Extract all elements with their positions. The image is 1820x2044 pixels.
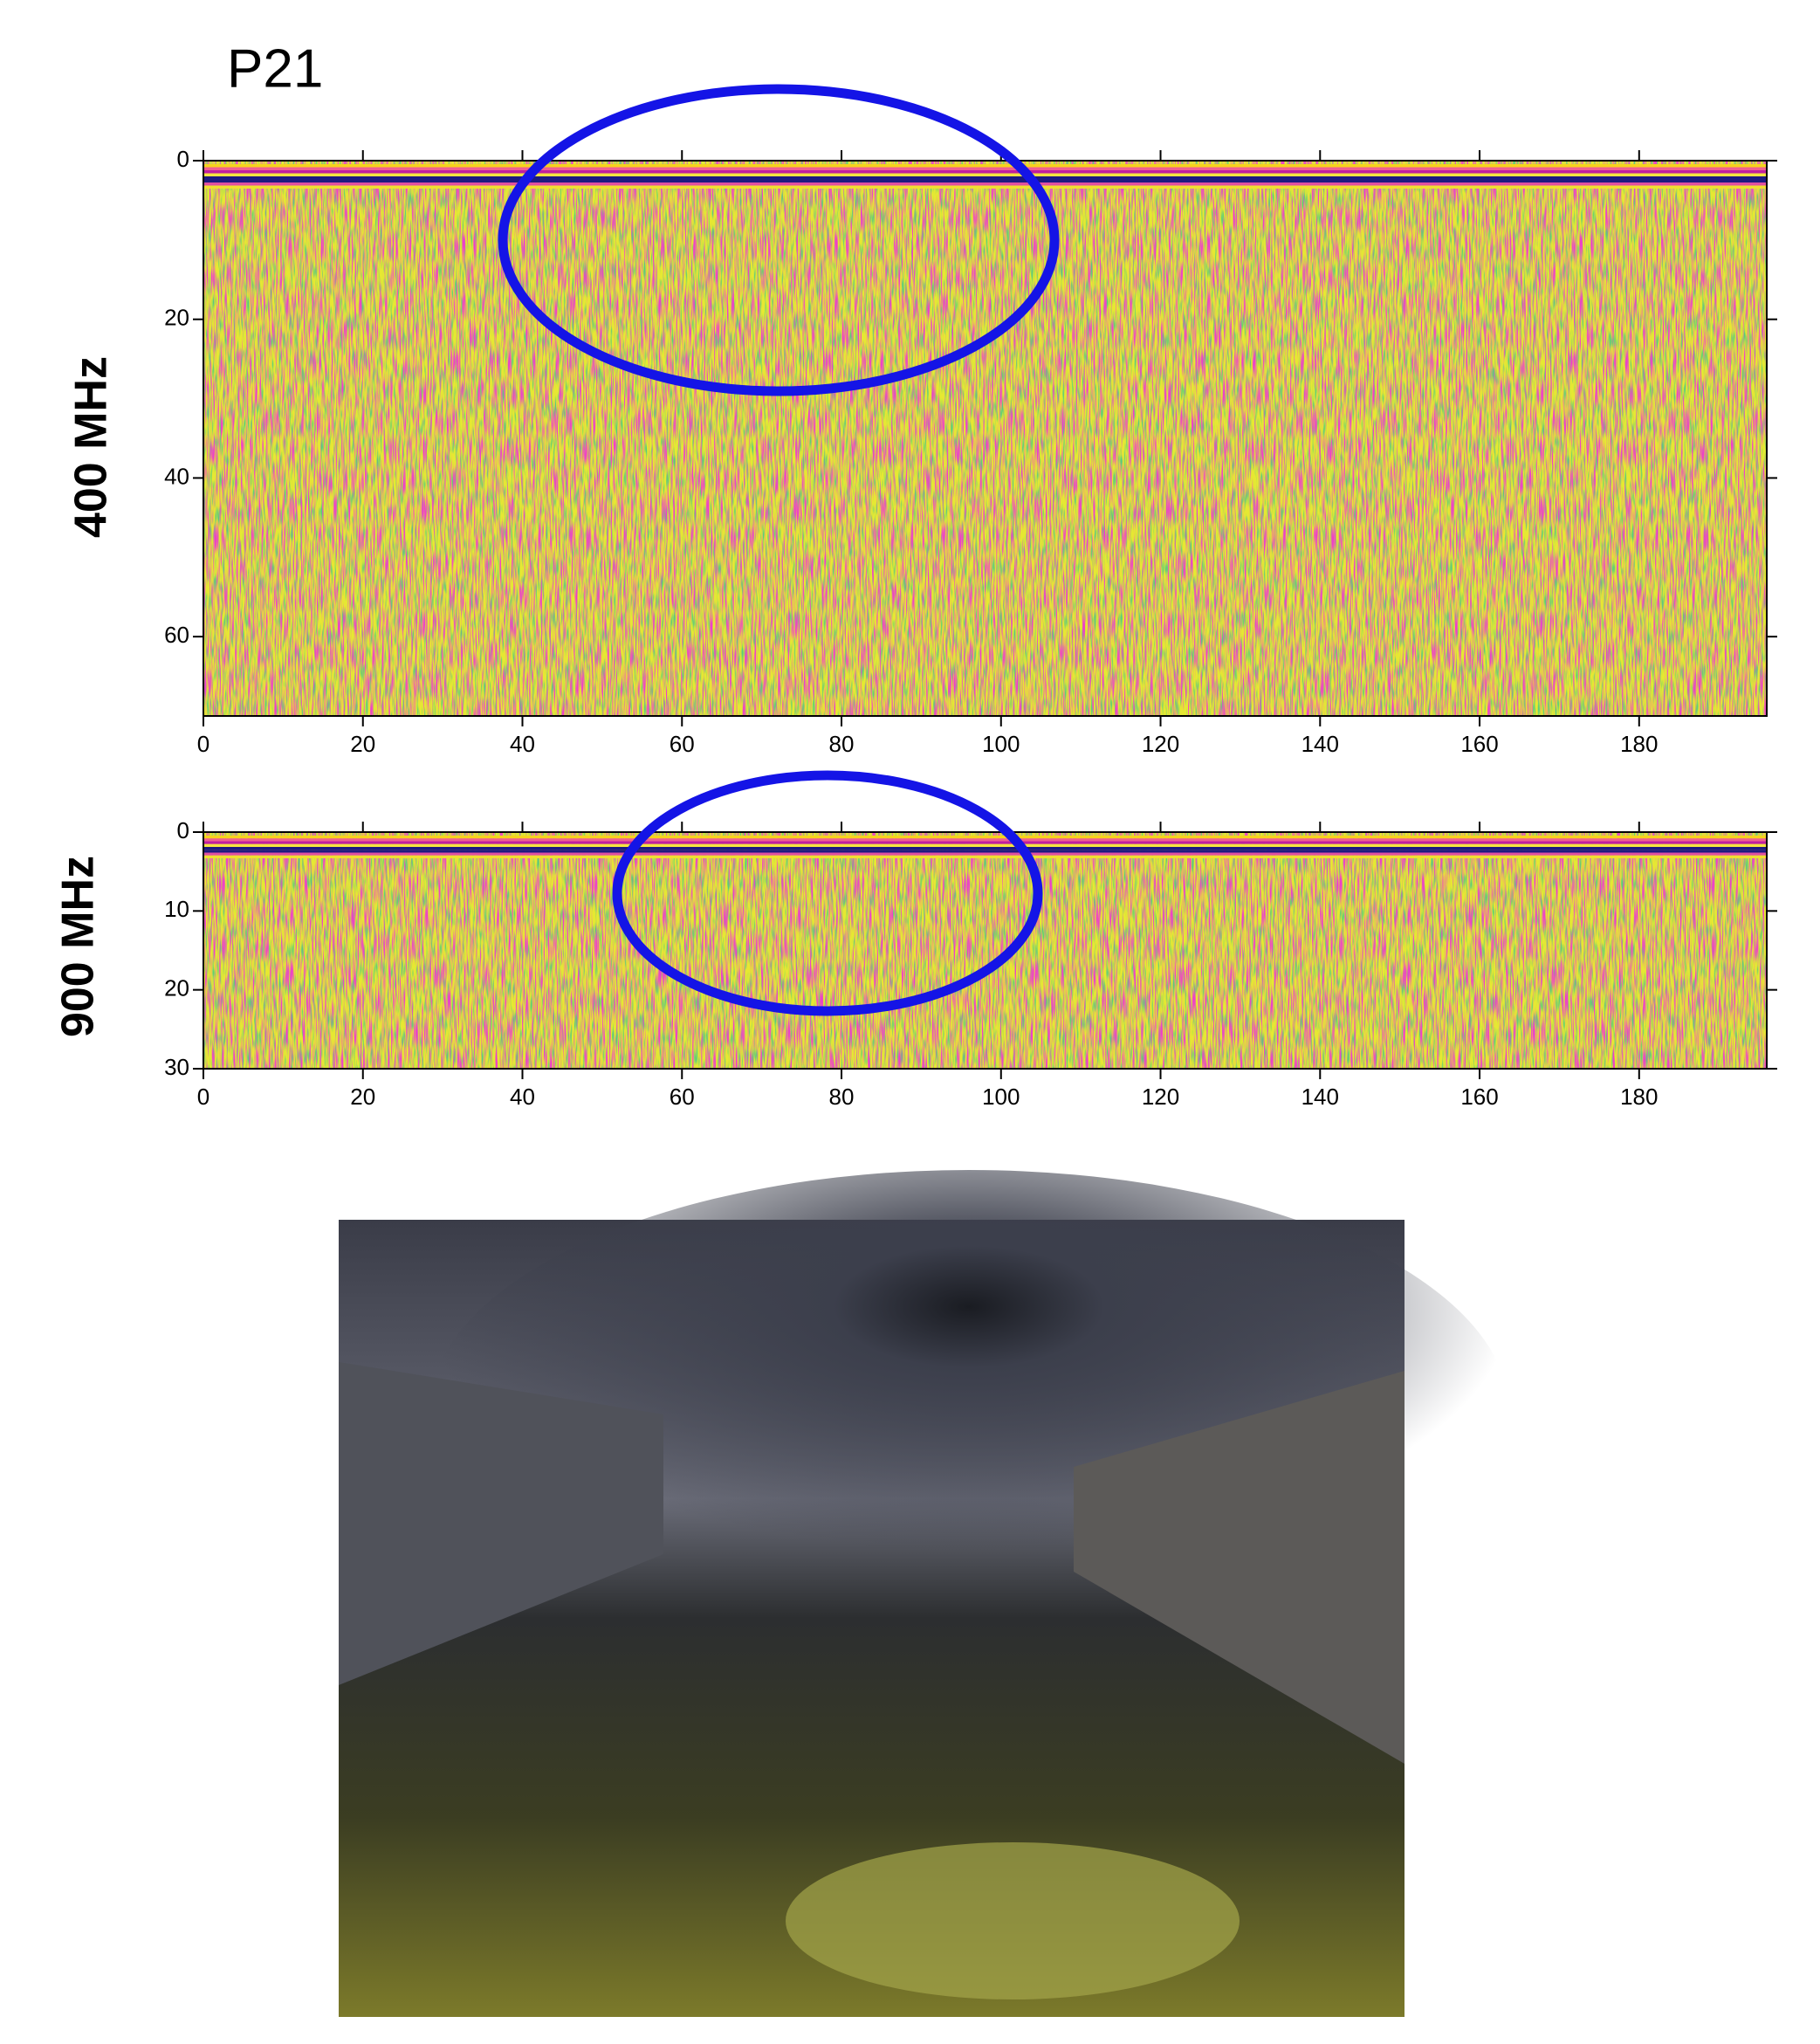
direct-wave-band (203, 173, 1767, 176)
y-tick-label: 40 (164, 463, 189, 489)
x-tick-label: 180 (1620, 731, 1658, 757)
photo (339, 1170, 1510, 2017)
direct-wave-band (203, 838, 1767, 842)
y-axis-label: 400 MHz (66, 356, 117, 538)
direct-wave-band (203, 179, 1767, 182)
y-tick-label: 20 (164, 975, 189, 1001)
radargram-noise (203, 832, 1767, 1069)
direct-wave-band (203, 855, 1767, 858)
x-tick-label: 100 (982, 731, 1020, 757)
plot-frame (203, 160, 1768, 717)
direct-wave-band (203, 852, 1767, 856)
x-tick-label: 0 (197, 731, 209, 757)
direct-wave-band (203, 841, 1767, 844)
x-tick-label: 120 (1142, 1084, 1179, 1110)
direct-wave-band (203, 164, 1767, 168)
direct-wave-band (203, 170, 1767, 174)
highlight-ellipse (498, 84, 1060, 396)
y-tick-label: 30 (164, 1054, 189, 1080)
x-tick-label: 160 (1460, 1084, 1498, 1110)
x-tick-label: 20 (350, 731, 375, 757)
y-axis-label: 900 MHz (53, 856, 104, 1037)
y-tick-label: 0 (177, 146, 189, 172)
direct-wave-band (203, 176, 1767, 180)
x-tick-label: 40 (510, 1084, 535, 1110)
highlight-ellipse (612, 770, 1043, 1016)
x-tick-label: 80 (829, 731, 855, 757)
x-tick-label: 140 (1301, 731, 1339, 757)
y-tick-label: 10 (164, 896, 189, 922)
x-tick-label: 160 (1460, 731, 1498, 757)
x-tick-label: 120 (1142, 731, 1179, 757)
radargram-noise (203, 161, 1767, 716)
y-tick-label: 20 (164, 305, 189, 331)
direct-wave-band (203, 182, 1767, 186)
figure-title: P21 (227, 38, 323, 99)
y-tick-label: 60 (164, 622, 189, 648)
x-tick-label: 20 (350, 1084, 375, 1110)
y-tick-label: 0 (177, 817, 189, 843)
x-tick-label: 60 (670, 1084, 695, 1110)
x-tick-label: 180 (1620, 1084, 1658, 1110)
plot-frame (203, 831, 1768, 1070)
x-tick-label: 40 (510, 731, 535, 757)
direct-wave-band (203, 850, 1767, 853)
direct-wave-band (203, 836, 1767, 839)
direct-wave-band (203, 847, 1767, 850)
direct-wave-band (203, 185, 1767, 189)
x-tick-label: 80 (829, 1084, 855, 1110)
direct-wave-band (203, 167, 1767, 170)
x-tick-label: 100 (982, 1084, 1020, 1110)
x-tick-label: 140 (1301, 1084, 1339, 1110)
x-tick-label: 0 (197, 1084, 209, 1110)
direct-wave-band (203, 843, 1767, 847)
x-tick-label: 60 (670, 731, 695, 757)
